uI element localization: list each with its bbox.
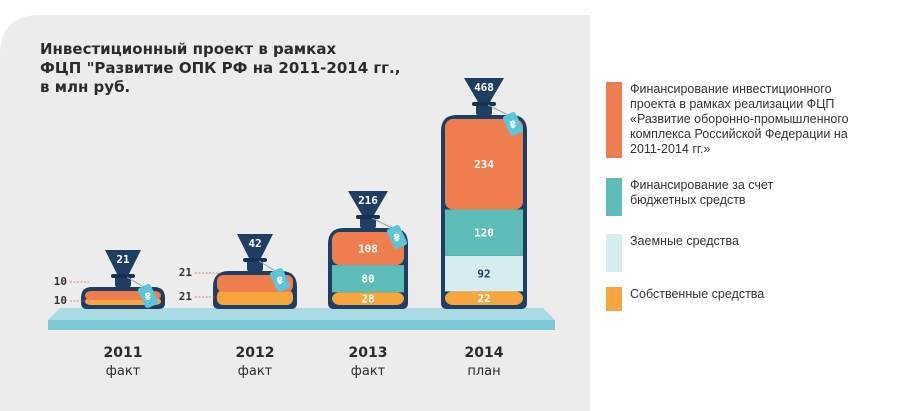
title-line: Инвестиционный проект в рамках <box>40 40 337 58</box>
bag-tie <box>472 102 496 106</box>
bag-total-label: 468 <box>474 81 494 94</box>
bag-top <box>105 250 141 274</box>
category-label: 2012 <box>236 345 275 361</box>
bag-total-label: 42 <box>248 237 261 250</box>
segment-value-label: 108 <box>358 243 378 256</box>
segment-budget <box>445 209 523 256</box>
segment-own <box>332 292 404 305</box>
bag-top <box>348 191 388 215</box>
side-value-label: 21 <box>179 266 193 279</box>
segment-fcp <box>332 232 404 266</box>
segment-budget <box>332 265 404 293</box>
shelf-top <box>48 308 555 320</box>
category-sublabel: факт <box>238 364 273 379</box>
category-label: 2013 <box>349 345 388 361</box>
legend-swatch-loan <box>606 234 622 272</box>
price-tag <box>386 225 408 249</box>
shelf-front <box>48 320 555 330</box>
bag-neck <box>476 105 492 115</box>
legend-label-fcp: Финансирование инвестиционного проекта в… <box>630 82 849 156</box>
legend-label-budget: Финансирование за счет бюджетных средств <box>630 178 774 207</box>
tag-string <box>126 276 146 289</box>
segment-own <box>217 290 293 305</box>
side-value-label: 21 <box>179 290 193 303</box>
segment-value-label: 92 <box>477 268 490 281</box>
category-label: 2011 <box>104 345 143 361</box>
legend-label-loan: Заемные средства <box>630 234 739 248</box>
tag-string <box>487 104 511 117</box>
bag-neck <box>115 277 131 287</box>
segment-value-label: 80 <box>361 273 374 286</box>
category-label: 2014 <box>465 345 504 361</box>
segment-own <box>445 291 523 305</box>
bag-tie <box>111 274 135 278</box>
ruble-icon: ₽ <box>275 275 286 288</box>
title-line: ФЦП "Развитие ОПК РФ на 2011-2014 гг., <box>40 59 401 77</box>
segment-value-label: 22 <box>477 292 490 305</box>
category-sublabel: факт <box>106 364 141 379</box>
legend-swatch-budget <box>606 178 622 216</box>
bag-neck <box>247 261 263 271</box>
segment-value-label: 120 <box>474 227 494 240</box>
bag-total-label: 21 <box>116 253 130 266</box>
bag-tie <box>356 215 380 219</box>
legend-label-own: Собственные средства <box>630 287 765 301</box>
title-line: в млн руб. <box>40 78 131 96</box>
tag-string <box>371 217 395 230</box>
segment-loan <box>445 255 523 292</box>
category-sublabel: факт <box>351 364 386 379</box>
bag-total-label: 216 <box>358 194 378 207</box>
price-tag <box>137 284 159 308</box>
side-value-label: 10 <box>54 294 67 307</box>
bag-top <box>237 234 273 258</box>
tag-string <box>258 260 278 273</box>
ruble-icon: ₽ <box>143 291 154 304</box>
chart-title: Инвестиционный проект в рамках ФЦП "Разв… <box>40 40 400 97</box>
legend-swatch-fcp <box>606 82 622 158</box>
segment-fcp <box>445 119 523 210</box>
ruble-icon: ₽ <box>508 119 519 132</box>
segment-value-label: 28 <box>361 293 374 306</box>
price-tag <box>269 268 291 292</box>
bag-neck <box>360 218 376 228</box>
bag-tie <box>243 258 267 262</box>
bag-top <box>464 78 504 102</box>
price-tag <box>502 112 524 136</box>
side-value-label: 10 <box>54 275 67 288</box>
category-sublabel: план <box>467 364 500 379</box>
legend-swatch-own <box>606 287 622 311</box>
ruble-icon: ₽ <box>392 232 403 245</box>
segment-value-label: 234 <box>474 158 494 171</box>
